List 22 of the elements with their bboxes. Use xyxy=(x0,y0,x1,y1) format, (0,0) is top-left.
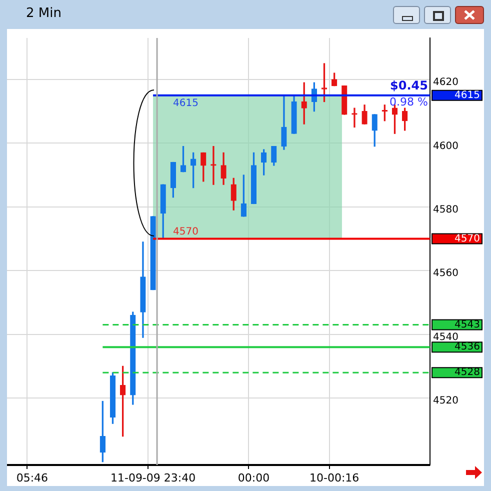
y-tick-label: 4520 xyxy=(433,396,458,407)
text: 4570 xyxy=(454,233,480,244)
ref-line-label: 4615 xyxy=(173,98,198,109)
y-tick-label: 4540 xyxy=(433,332,458,343)
annotation: $0.45 xyxy=(390,78,428,92)
x-tick-label: 10-00:16 xyxy=(309,471,360,484)
x-tick-label: 05:46 xyxy=(16,471,48,484)
ref-line-label: 4528 xyxy=(454,367,480,378)
candlestick xyxy=(210,146,216,185)
y-tick-label: 4620 xyxy=(433,77,458,88)
candlestick xyxy=(352,108,358,128)
annotation: 0.98 % xyxy=(390,96,428,109)
chart-title: 2 Min xyxy=(26,6,62,21)
y-tick-label: 4600 xyxy=(433,140,458,152)
text: 4615 xyxy=(454,90,480,101)
ref-line-label: 4570 xyxy=(173,226,198,238)
y-tick-label: 4580 xyxy=(433,204,458,216)
ref-line-label: 4536 xyxy=(454,342,480,353)
x-tick-label: 00:00 xyxy=(238,471,270,484)
x-tick-label: 11-09-09 23:40 xyxy=(110,471,196,484)
ref-line-label: 4543 xyxy=(454,319,480,330)
y-tick-label: 4560 xyxy=(433,268,458,280)
